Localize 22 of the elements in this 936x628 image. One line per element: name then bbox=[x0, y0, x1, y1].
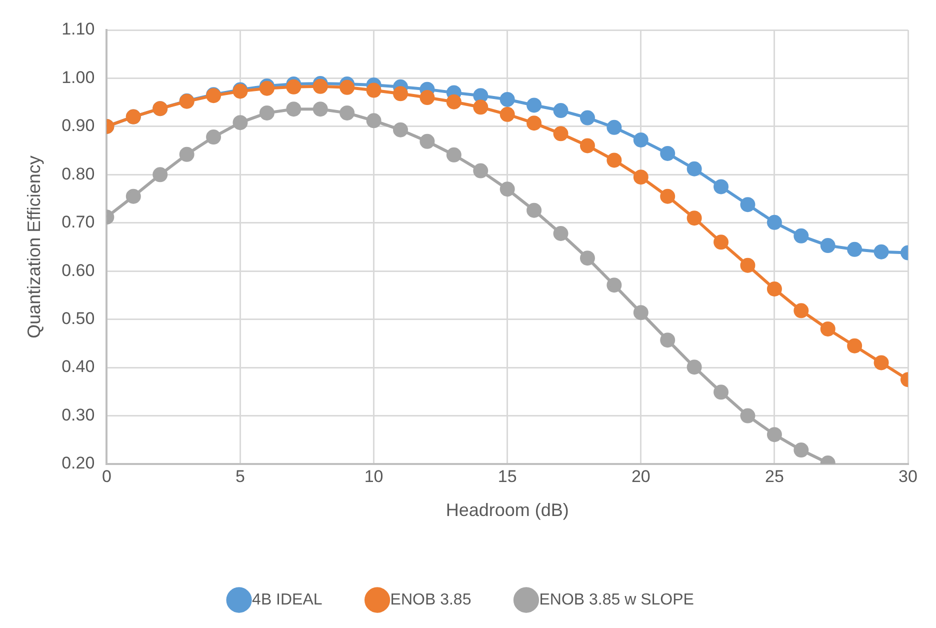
legend-label: 4B IDEAL bbox=[252, 591, 322, 608]
x-tick-label: 5 bbox=[236, 466, 245, 486]
y-tick-label: 0.70 bbox=[62, 212, 95, 232]
legend-label: ENOB 3.85 w SLOPE bbox=[539, 591, 694, 608]
y-tick-label: 0.60 bbox=[62, 260, 95, 280]
x-tick-label: 15 bbox=[498, 466, 517, 486]
y-tick-label: 1.10 bbox=[62, 20, 95, 39]
x-axis-title: Headroom (dB) bbox=[446, 500, 569, 520]
y-axis-title: Quantization Efficiency bbox=[24, 156, 44, 338]
y-tick-label: 0.30 bbox=[62, 405, 95, 424]
y-tick-label: 0.40 bbox=[62, 357, 95, 376]
x-tick-label: 10 bbox=[364, 466, 384, 486]
x-tick-label: 25 bbox=[764, 466, 784, 486]
y-tick-label: 0.20 bbox=[62, 454, 95, 473]
y-tick-label: 0.80 bbox=[62, 164, 95, 184]
y-tick-label: 0.90 bbox=[62, 116, 95, 136]
x-tick-label: 30 bbox=[898, 466, 918, 486]
x-tick-label: 20 bbox=[631, 466, 650, 486]
y-tick-label: 0.50 bbox=[62, 309, 95, 328]
y-tick-label: 1.00 bbox=[62, 68, 95, 87]
x-tick-label: 0 bbox=[102, 466, 112, 486]
legend-label: ENOB 3.85 bbox=[390, 591, 472, 608]
